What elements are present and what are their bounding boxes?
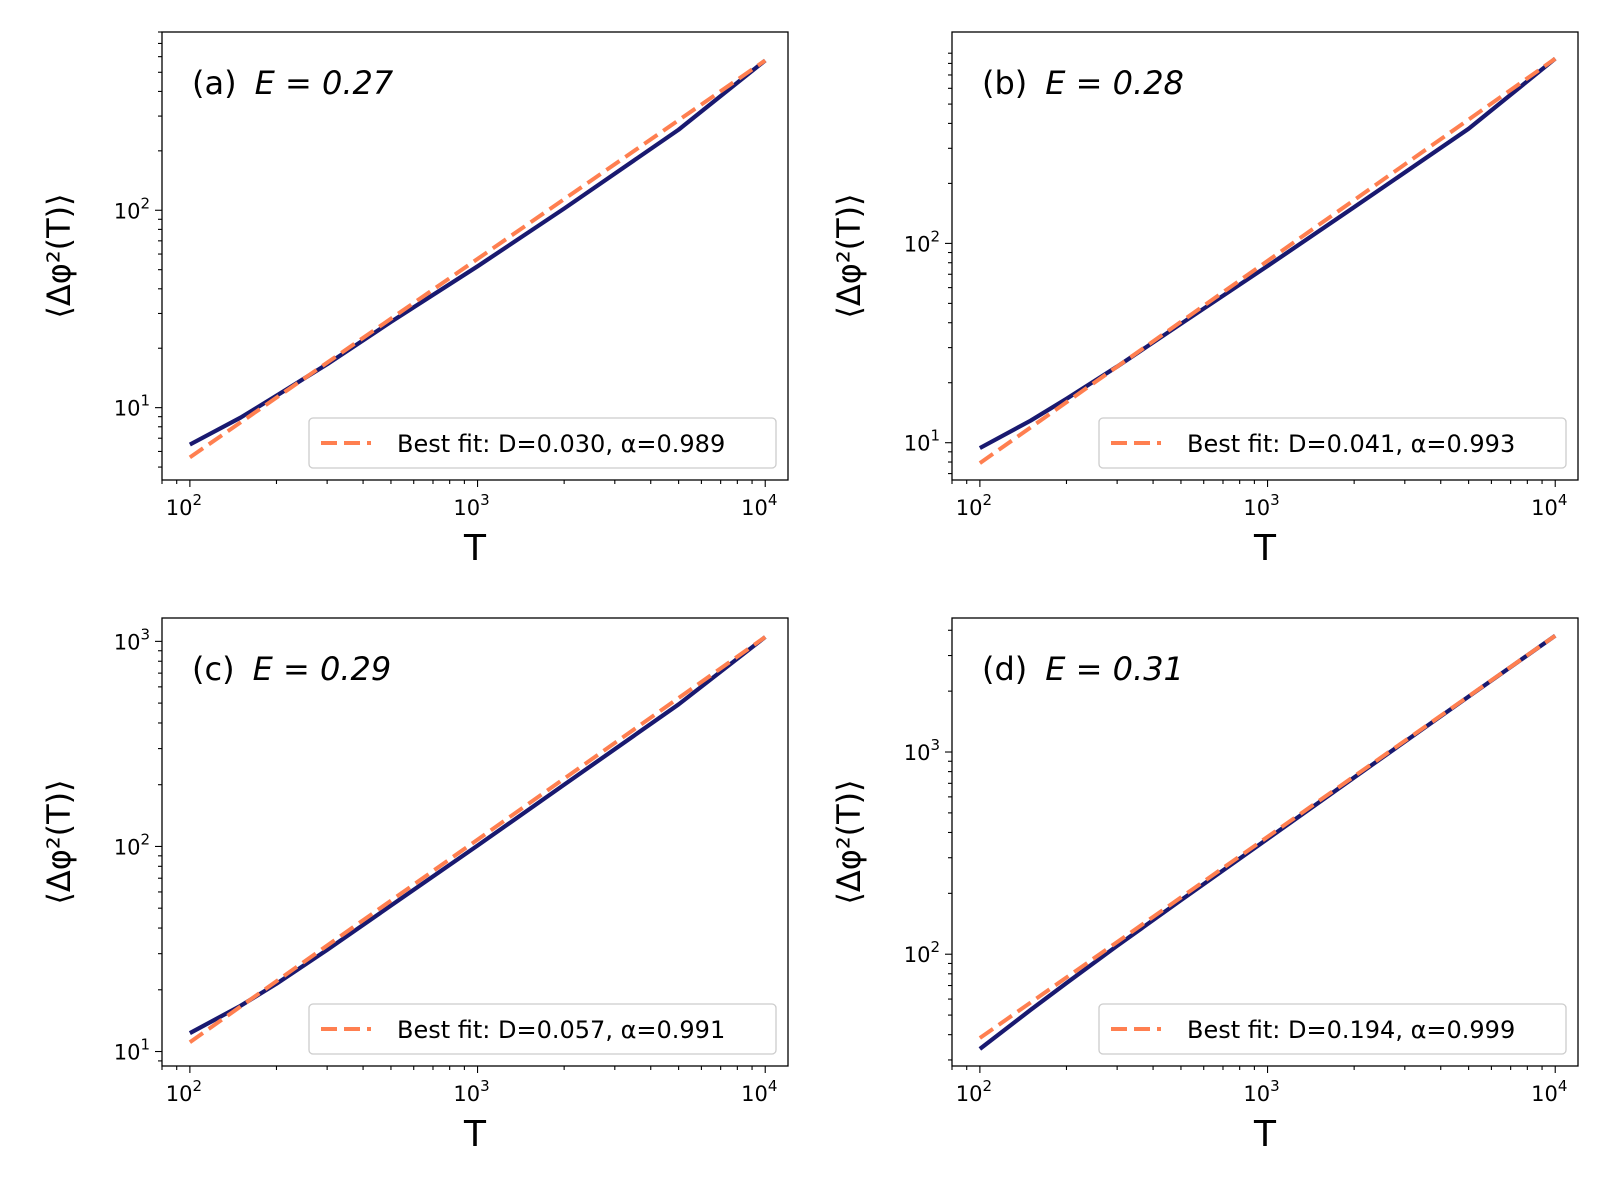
y-tick-label: 102 (114, 194, 150, 223)
x-tick-label: 103 (453, 1077, 489, 1106)
panel-label: (d) E = 0.31 (982, 650, 1184, 688)
y-tick-label: 102 (904, 938, 940, 967)
x-tick-label: 102 (956, 491, 992, 520)
legend-label: Best fit: D=0.194, α=0.999 (1187, 1016, 1515, 1044)
panel-energy: E = 0.29 (253, 650, 392, 688)
x-tick-label: 103 (1243, 491, 1279, 520)
fit-line (188, 58, 767, 460)
legend-box (308, 417, 777, 469)
panel-energy: E = 0.27 (255, 64, 394, 102)
y-tick-label: 102 (114, 830, 150, 859)
fit-line (978, 57, 1557, 465)
axes-frame (951, 617, 1579, 1067)
fit-line (978, 634, 1557, 1040)
legend: Best fit: D=0.041, α=0.993 (1098, 417, 1567, 469)
x-tick-label: 104 (1531, 1077, 1567, 1106)
chart-panel-d: 102 103 104 102 103 T ⟨Δφ²(T)⟩ (d) E = 0.31 Best … (830, 617, 1579, 1155)
legend: Best fit: D=0.057, α=0.991 (308, 1003, 777, 1055)
panel-letter: (c) (192, 650, 235, 688)
y-axis-label: ⟨Δφ²(T)⟩ (40, 193, 78, 318)
x-tick-label: 103 (1243, 1077, 1279, 1106)
x-tick-label: 104 (741, 1077, 777, 1106)
y-axis-label: ⟨Δφ²(T)⟩ (830, 779, 868, 904)
x-tick-label: 104 (741, 491, 777, 520)
axes-frame (951, 31, 1579, 481)
data-line (188, 58, 767, 447)
y-tick-label: 103 (114, 625, 150, 654)
data-line (978, 633, 1557, 1051)
fit-line (188, 635, 767, 1044)
chart-panel-a: 102 103 104 101 102 T ⟨Δφ²(T)⟩ (a) E = 0.27 Best … (40, 31, 789, 569)
legend: Best fit: D=0.194, α=0.999 (1098, 1003, 1567, 1055)
x-axis-label: T (1253, 528, 1277, 569)
panel-letter: (d) (982, 650, 1027, 688)
legend-label: Best fit: D=0.030, α=0.989 (397, 430, 725, 458)
legend: Best fit: D=0.030, α=0.989 (308, 417, 777, 469)
panel-energy: E = 0.28 (1045, 64, 1184, 102)
panel-label: (a) E = 0.27 (192, 64, 394, 102)
y-tick-label: 101 (904, 427, 940, 456)
x-axis-label: T (463, 528, 487, 569)
y-tick-label: 101 (114, 1036, 150, 1065)
legend-box (308, 1003, 777, 1055)
x-tick-label: 102 (166, 1077, 202, 1106)
legend-box (1098, 1003, 1567, 1055)
x-tick-label: 104 (1531, 491, 1567, 520)
chart-panel-b: 102 103 104 101 102 T ⟨Δφ²(T)⟩ (b) E = 0.28 Best … (830, 31, 1579, 569)
x-axis-label: T (463, 1114, 487, 1155)
x-tick-label: 103 (453, 491, 489, 520)
y-tick-label: 103 (904, 736, 940, 765)
axes-frame (161, 617, 789, 1067)
axes-frame (161, 31, 789, 481)
y-tick-label: 102 (904, 227, 940, 256)
y-tick-label: 101 (114, 392, 150, 421)
y-axis-label: ⟨Δφ²(T)⟩ (830, 193, 868, 318)
panel-letter: (b) (982, 64, 1027, 102)
x-tick-label: 102 (166, 491, 202, 520)
y-axis-label: ⟨Δφ²(T)⟩ (40, 779, 78, 904)
panel-letter: (a) (192, 64, 237, 102)
panel-label: (b) E = 0.28 (982, 64, 1184, 102)
legend-label: Best fit: D=0.057, α=0.991 (397, 1016, 725, 1044)
chart-panel-c: 102 103 104 101 102 103 T ⟨Δφ²(T)⟩ (c) E = 0.29 Be… (40, 617, 789, 1155)
panel-label: (c) E = 0.29 (192, 650, 391, 688)
legend-label: Best fit: D=0.041, α=0.993 (1187, 430, 1515, 458)
x-tick-label: 102 (956, 1077, 992, 1106)
x-axis-label: T (1253, 1114, 1277, 1155)
legend-box (1098, 417, 1567, 469)
panel-energy: E = 0.31 (1045, 650, 1184, 688)
